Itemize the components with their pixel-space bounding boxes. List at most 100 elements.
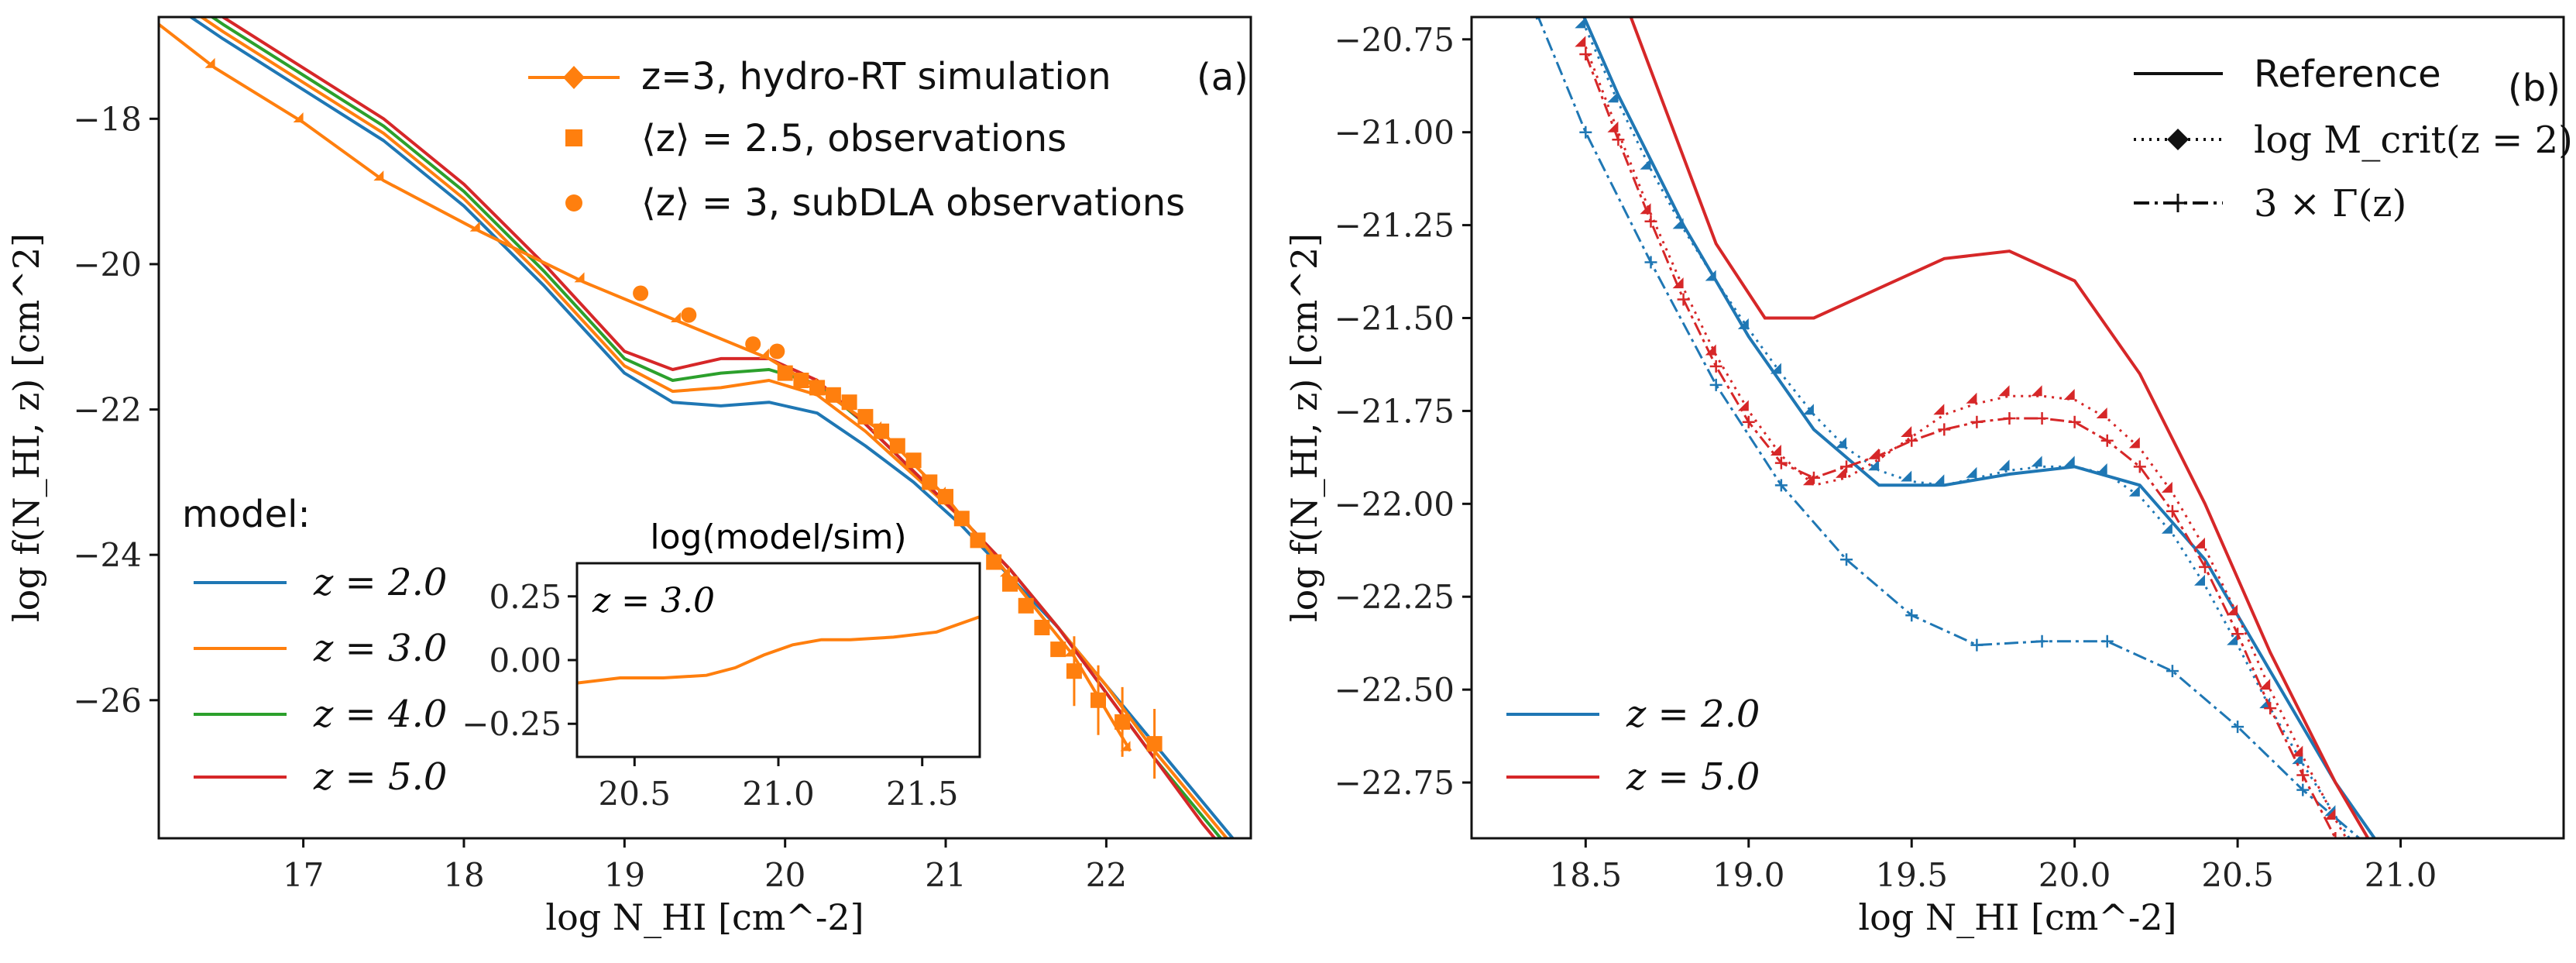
- diamond-marker: [1770, 445, 1781, 456]
- observation-square: [809, 380, 826, 396]
- y-tick-label: −26: [73, 682, 142, 720]
- x-tick-label: 18.5: [1550, 856, 1623, 894]
- diamond-marker: [1575, 17, 1586, 29]
- plus-marker: [1840, 553, 1853, 566]
- diamond-marker: [1672, 218, 1684, 229]
- legend-label-z2: z = 2.0: [313, 561, 447, 604]
- legend-diamond-marker: [563, 66, 585, 89]
- subdla-observation: [633, 285, 649, 301]
- x-tick-label: 19.0: [1712, 856, 1785, 894]
- plus-marker: [1677, 293, 1690, 306]
- plus-marker: [1840, 460, 1853, 473]
- observation-square: [841, 394, 857, 411]
- y-tick-label: −22.25: [1334, 578, 1455, 616]
- panel-b-label: (b): [2508, 67, 2561, 110]
- simulation-point: [373, 170, 384, 181]
- model-legend-title: model:: [182, 493, 311, 536]
- plus-marker: [2329, 832, 2342, 838]
- diamond-marker: [2227, 634, 2238, 645]
- y-tick-label: −24: [73, 536, 142, 574]
- plus-marker: [2166, 665, 2179, 678]
- panel-a-legend: z=3, hydro-RT simulation ⟨z⟩ = 2.5, obse…: [528, 55, 1185, 225]
- y-tick-label: −0.25: [462, 705, 562, 743]
- x-tick-label: 19: [604, 856, 645, 894]
- observation-square: [1091, 692, 1106, 708]
- diamond-marker: [2390, 902, 2401, 913]
- series-line-3: [1629, 17, 2370, 838]
- diamond-marker: [1868, 459, 1880, 471]
- y-tick-label: −22.75: [1334, 764, 1455, 802]
- observation-square: [825, 387, 841, 403]
- y-tick-label: −22: [73, 391, 142, 429]
- legend-label-z5: z = 5.0: [313, 755, 447, 799]
- diamond-marker: [1770, 363, 1781, 374]
- panel-a-label: (a): [1197, 56, 1249, 99]
- x-tick-label: 21: [925, 856, 966, 894]
- diamond-marker: [1836, 466, 1847, 478]
- diamond-marker: [1901, 426, 1912, 438]
- diamond-marker: [1933, 474, 1945, 486]
- diamond-marker: [2063, 456, 2075, 467]
- plus-marker: [1938, 423, 1951, 436]
- series-line-4: [1584, 46, 2348, 838]
- subdla-observation: [681, 307, 697, 323]
- plus-marker: [1970, 638, 1984, 652]
- plus-marker: [2199, 560, 2212, 573]
- plus-marker: [1742, 415, 1755, 428]
- observation-square: [938, 489, 953, 505]
- panel-b-frame: [1470, 15, 2565, 840]
- plus-marker: [2003, 412, 2016, 425]
- observation-square: [793, 373, 809, 388]
- diamond-marker: [2096, 408, 2107, 419]
- plus-marker: [2231, 721, 2245, 734]
- x-tick-label: 19.5: [1875, 856, 1948, 894]
- observation-square: [1002, 576, 1018, 592]
- y-tick-label: −20: [73, 246, 142, 284]
- diamond-marker: [2259, 679, 2271, 690]
- diamond-marker: [2128, 485, 2140, 497]
- observation-square: [986, 554, 1002, 570]
- observation-square: [922, 474, 938, 490]
- series-lines-b: [1535, 17, 2401, 913]
- panel-a-frame: [157, 15, 1252, 840]
- x-tick-label: 18: [443, 856, 484, 894]
- diamond-marker: [1901, 470, 1912, 482]
- legend-mcrit-label: log M_crit(z = 2): [2254, 119, 2573, 162]
- x-tick-label: 20.5: [599, 775, 671, 813]
- plus-marker: [2296, 769, 2310, 782]
- color-legend: z = 2.0 z = 5.0: [1506, 693, 1760, 799]
- observation-square: [1050, 641, 1066, 658]
- legend-label-z3: z = 3.0: [313, 627, 447, 670]
- x-tick-label: 20.0: [2038, 856, 2111, 894]
- series-line-1: [1584, 27, 2351, 838]
- observation-square: [1034, 620, 1050, 635]
- plus-marker: [1873, 449, 1886, 462]
- diamond-marker: [2128, 437, 2140, 449]
- y-tick-label: −22.00: [1334, 485, 1455, 523]
- simulation-point: [670, 312, 681, 323]
- y-axis-label-b: log f(N_HI, z) [cm^2]: [1283, 233, 1325, 622]
- observation-square: [1066, 663, 1082, 679]
- inset-label: z = 3.0: [592, 581, 715, 621]
- legend-obs-label: ⟨z⟩ = 2.5, observations: [641, 117, 1066, 160]
- observation-square: [970, 532, 986, 549]
- diamond-marker: [2292, 745, 2303, 757]
- legend-label-z4: z = 4.0: [313, 693, 447, 736]
- plus-marker: [1807, 471, 1820, 484]
- observation-square: [953, 511, 970, 527]
- inset: 20.5 21.0 21.5 0.25 0.00 −0.25 log(model/sim)…: [462, 518, 981, 813]
- plus-marker: [1612, 133, 1625, 146]
- observation-square: [905, 452, 922, 469]
- x-tick-label: 21.5: [886, 775, 959, 813]
- subdla-observation: [745, 336, 761, 353]
- simulation-point: [159, 17, 160, 25]
- x-axis-label-a: log N_HI [cm^-2]: [545, 896, 864, 938]
- diamond-marker: [1607, 91, 1619, 103]
- diamond-marker: [2096, 463, 2107, 475]
- diamond-marker: [2194, 537, 2206, 549]
- legend-label-b-z2: z = 2.0: [1626, 693, 1760, 736]
- plus-marker: [2035, 412, 2049, 425]
- legend-sim-label: z=3, hydro-RT simulation: [641, 55, 1111, 98]
- simulation-point: [574, 272, 585, 283]
